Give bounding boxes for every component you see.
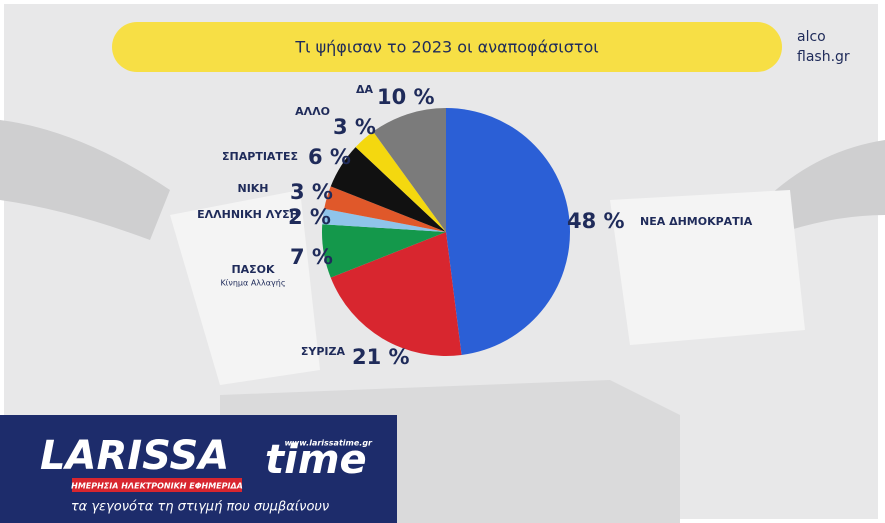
value-label: 6 % xyxy=(308,145,351,169)
pie-slice xyxy=(373,108,446,232)
tagline-bg xyxy=(72,478,242,492)
ballot-left xyxy=(170,190,320,385)
labels: 48 % ΝΕΑ ΔΗΜΟΚΡΑΤΙΑ 21 % ΣΥΡΙΖΑ 7 % ΠΑΣΟΚ Κίνη… xyxy=(197,83,753,369)
pie-slice xyxy=(322,224,446,278)
title-bar xyxy=(112,22,782,72)
logo-box xyxy=(0,415,397,523)
party-sublabel: Κίνημα Αλλαγής xyxy=(220,279,285,288)
pie xyxy=(322,108,570,356)
logo: time xyxy=(265,437,367,483)
party-label: ΔΑ xyxy=(356,83,374,96)
hand-left xyxy=(0,120,170,240)
pie-slice xyxy=(446,108,570,356)
pie-slice xyxy=(322,208,446,232)
party-label: ΝΙΚΗ xyxy=(237,182,268,195)
pie-slice xyxy=(355,131,446,232)
pie-slice xyxy=(324,186,446,232)
party-label: ΣΥΡΙΖΑ xyxy=(301,345,346,358)
value-label: 21 % xyxy=(352,345,410,369)
chart-title: Τι ψήφισαν το 2023 οι αναποφάσιστοι xyxy=(294,38,598,57)
url: www.larissatime.gr xyxy=(285,439,374,448)
source: alco xyxy=(797,29,826,45)
value-label: 10 % xyxy=(377,85,435,109)
hand-right xyxy=(770,140,885,230)
party-label: ΠΑΣΟΚ xyxy=(231,263,275,276)
tagline: ΗΜΕΡΗΣΙΑ ΗΛΕΚΤΡΟΝΙΚΗ ΕΦΗΜΕΡΙΔΑ xyxy=(71,482,243,491)
party-label: ΑΛΛΟ xyxy=(295,105,330,118)
party-label: ΕΛΛΗΝΙΚΗ ΛΥΣΗ xyxy=(197,208,299,221)
logo: LARISSA xyxy=(40,433,229,479)
value-label: 2 % xyxy=(288,205,331,229)
source: flash.gr xyxy=(797,49,850,65)
pie-slice xyxy=(330,232,462,356)
party-label: ΣΠΑΡΤΙΑΤΕΣ xyxy=(222,150,298,163)
motto: τα γεγονότα τη στιγμή που συμβαίνουν xyxy=(71,500,329,515)
value-label: 7 % xyxy=(290,245,333,269)
ballot-right xyxy=(610,190,805,345)
value-label: 3 % xyxy=(333,115,376,139)
value-label: 3 % xyxy=(290,180,333,204)
pie-slice xyxy=(330,147,446,232)
value-label: 48 % xyxy=(567,209,625,233)
party-label: ΝΕΑ ΔΗΜΟΚΡΑΤΙΑ xyxy=(640,215,753,228)
